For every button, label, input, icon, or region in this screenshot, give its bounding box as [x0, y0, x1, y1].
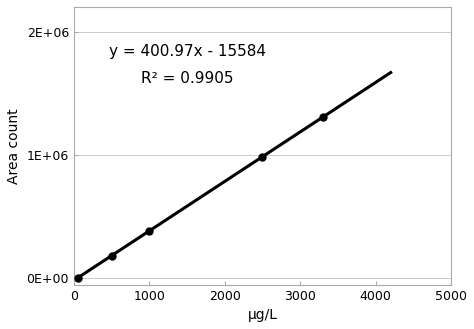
Text: y = 400.97x - 15584: y = 400.97x - 15584 — [109, 44, 265, 59]
Point — [259, 154, 266, 159]
Point — [146, 228, 153, 234]
Point — [74, 275, 82, 281]
X-axis label: μg/L: μg/L — [247, 308, 277, 322]
Text: R² = 0.9905: R² = 0.9905 — [141, 71, 233, 86]
Point — [319, 114, 327, 120]
Point — [108, 253, 115, 258]
Y-axis label: Area count: Area count — [7, 108, 21, 184]
